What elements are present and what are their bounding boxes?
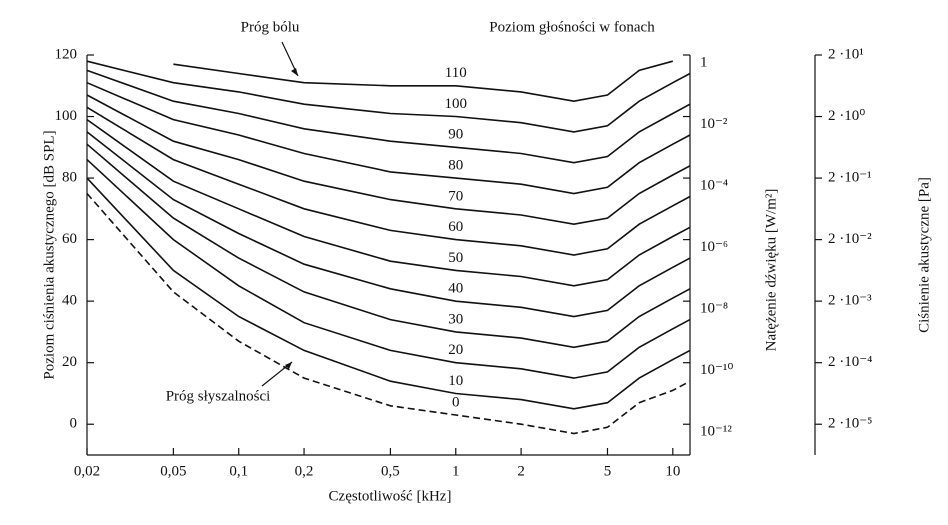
series-line xyxy=(86,94,691,226)
series-label: 30 xyxy=(448,311,463,327)
y3-tick-label: 2 ·10⁻⁴ xyxy=(828,354,872,370)
series-label: 20 xyxy=(448,342,463,358)
series-line xyxy=(86,69,691,164)
y3-axis-label: Ciśnienie akustyczne [Pa] xyxy=(916,177,932,333)
y2-tick-label: 10⁻⁸ xyxy=(700,301,728,317)
y2-axis-label: Natężenie dźwięku [W/m²] xyxy=(763,189,779,352)
series-label: 40 xyxy=(448,281,463,297)
series-label: 110 xyxy=(445,65,467,81)
series-line xyxy=(86,60,691,133)
x-tick-label: 0,2 xyxy=(295,463,314,479)
y-tick-label: 100 xyxy=(55,108,78,124)
y-tick-label: 40 xyxy=(62,293,77,309)
annotation: Próg bólu xyxy=(241,19,300,35)
series-label: 0 xyxy=(452,394,460,410)
y-tick-label: 120 xyxy=(55,46,78,62)
series-line xyxy=(173,60,674,103)
series-label: 100 xyxy=(445,96,468,112)
x-tick-label: 5 xyxy=(604,463,612,479)
y-tick-label: 20 xyxy=(62,354,77,370)
y3-tick-label: 2 ·10⁻³ xyxy=(828,293,872,309)
arrow-head xyxy=(291,68,298,76)
label-bg xyxy=(441,219,470,236)
label-bg xyxy=(441,250,470,267)
series-line xyxy=(86,81,691,195)
y3-tick-label: 2 ·10⁻¹ xyxy=(828,170,872,186)
y-tick-label: 80 xyxy=(62,170,77,186)
series-line xyxy=(86,143,691,349)
x-tick-label: 2 xyxy=(517,463,525,479)
annotation: Poziom głośności w fonach xyxy=(489,19,655,35)
arrow-head xyxy=(285,362,292,369)
series-label: 60 xyxy=(448,219,463,235)
y3-tick-label: 2 ·10⁻² xyxy=(828,231,872,247)
y3-tick-label: 2 ·10⁻⁵ xyxy=(828,416,872,432)
y2-tick-label: 10⁻⁶ xyxy=(700,239,728,255)
y-axis-label: Poziom ciśnienia akustycznego [dB SPL] xyxy=(41,130,57,379)
label-bg xyxy=(441,65,470,82)
series-label: 70 xyxy=(448,188,463,204)
series-line xyxy=(86,131,691,318)
label-bg xyxy=(441,373,470,390)
x-tick-label: 0,5 xyxy=(381,463,400,479)
label-bg xyxy=(441,158,470,175)
label-bg xyxy=(441,342,470,359)
label-bg xyxy=(441,395,470,411)
y-tick-label: 60 xyxy=(62,231,77,247)
series-label: 90 xyxy=(448,127,463,143)
x-tick-label: 1 xyxy=(452,463,460,479)
label-bg xyxy=(441,96,470,113)
label-bg xyxy=(441,281,470,298)
y3-tick-label: 2 ·10⁰ xyxy=(828,108,865,124)
label-bg xyxy=(441,311,470,328)
x-tick-label: 0,05 xyxy=(160,463,186,479)
series-label: 10 xyxy=(448,373,463,389)
label-bg xyxy=(441,127,470,144)
series-line xyxy=(86,118,691,287)
annotation: Próg słyszalności xyxy=(166,388,271,404)
x-tick-label: 0,1 xyxy=(229,463,248,479)
y2-tick-label: 10⁻⁴ xyxy=(700,178,728,194)
y2-tick-label: 10⁻¹⁰ xyxy=(700,362,733,378)
series-line xyxy=(86,106,691,256)
x-axis-label: Częstotliwość [kHz] xyxy=(329,488,452,504)
series-line xyxy=(86,159,691,379)
y2-tick-label: 1 xyxy=(700,54,708,70)
series-line xyxy=(86,192,691,435)
y2-tick-label: 10⁻¹² xyxy=(700,424,732,440)
series-label: 80 xyxy=(448,158,463,174)
y-tick-label: 0 xyxy=(70,416,78,432)
label-bg xyxy=(441,188,470,205)
y2-tick-label: 10⁻² xyxy=(700,116,728,132)
series-line xyxy=(86,177,691,410)
x-tick-label: 10 xyxy=(665,463,680,479)
x-tick-label: 0,02 xyxy=(74,463,100,479)
series-label: 50 xyxy=(448,250,463,266)
y3-tick-label: 2 ·10¹ xyxy=(828,46,864,62)
